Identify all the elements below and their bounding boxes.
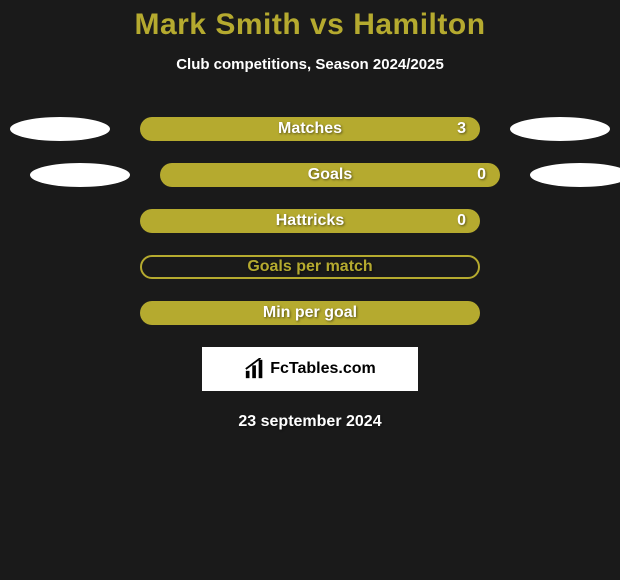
stat-row-min-per-goal: Min per goal (0, 301, 620, 325)
stat-row-hattricks: Hattricks 0 (0, 209, 620, 233)
stat-label: Goals (308, 166, 352, 184)
date-label: 23 september 2024 (0, 413, 620, 431)
source-logo: FcTables.com (202, 347, 418, 391)
stat-label: Hattricks (276, 212, 344, 230)
page-subtitle: Club competitions, Season 2024/2025 (0, 56, 620, 73)
stat-bar-matches: Matches 3 (140, 117, 480, 141)
stat-row-matches: Matches 3 (0, 117, 620, 141)
stat-bar-goals: Goals 0 (160, 163, 500, 187)
stat-bar-hattricks: Hattricks 0 (140, 209, 480, 233)
source-logo-text: FcTables.com (270, 360, 376, 378)
stat-value: 3 (457, 120, 466, 138)
stat-value: 0 (457, 212, 466, 230)
stat-bar-min-per-goal: Min per goal (140, 301, 480, 325)
stat-label: Min per goal (263, 304, 357, 322)
stat-label: Goals per match (247, 258, 372, 276)
stat-bar-goals-per-match: Goals per match (140, 255, 480, 279)
stat-value: 0 (477, 166, 486, 184)
bar-chart-icon (244, 358, 266, 380)
comparison-infographic: Mark Smith vs Hamilton Club competitions… (0, 0, 620, 431)
stat-label: Matches (278, 120, 342, 138)
stat-row-goals-per-match: Goals per match (0, 255, 620, 279)
stat-row-goals: Goals 0 (0, 163, 620, 187)
left-player-marker (30, 163, 130, 187)
page-title: Mark Smith vs Hamilton (0, 8, 620, 42)
right-player-marker (530, 163, 620, 187)
left-player-marker (10, 117, 110, 141)
right-player-marker (510, 117, 610, 141)
